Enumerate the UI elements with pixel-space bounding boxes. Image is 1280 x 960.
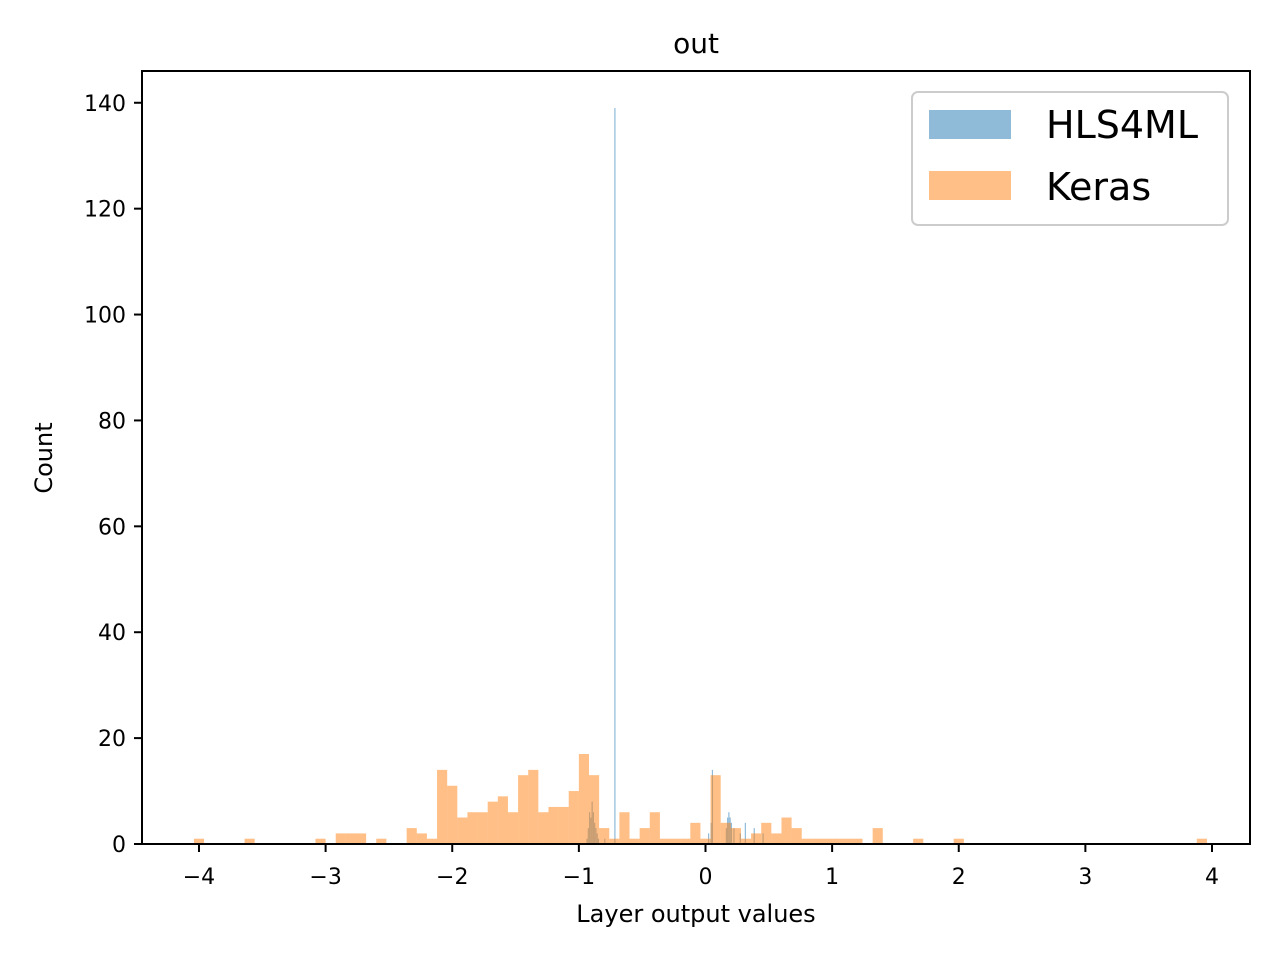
bar-keras-8 xyxy=(416,833,427,844)
bar-keras-28 xyxy=(619,812,630,844)
bar-keras-26 xyxy=(599,828,610,844)
y-tick-label: 20 xyxy=(98,727,126,752)
x-tick-label: −4 xyxy=(183,865,215,890)
legend-swatch-keras xyxy=(929,171,1011,200)
bar-keras-48 xyxy=(822,838,833,844)
bar-keras-54 xyxy=(953,838,964,844)
x-tick-label: 0 xyxy=(698,865,712,890)
x-tick-label: −3 xyxy=(309,865,341,890)
y-tick-label: 140 xyxy=(84,92,126,117)
bar-keras-49 xyxy=(832,838,843,844)
bar-keras-53 xyxy=(913,838,924,844)
bar-keras-31 xyxy=(649,812,660,844)
bar-keras-12 xyxy=(457,817,468,844)
bar-keras-2 xyxy=(315,838,326,844)
bar-keras-15 xyxy=(487,801,498,844)
bar-keras-50 xyxy=(842,838,853,844)
legend-label-keras: Keras xyxy=(1046,165,1151,209)
x-tick-label: −2 xyxy=(436,865,468,890)
bar-keras-41 xyxy=(751,833,762,844)
bar-keras-20 xyxy=(538,812,549,844)
bar-keras-9 xyxy=(426,838,438,844)
y-tick-label: 40 xyxy=(98,621,126,646)
bars-group xyxy=(193,108,1207,844)
bar-keras-23 xyxy=(568,791,579,844)
x-tick-label: −1 xyxy=(563,865,595,890)
x-tick-label: 1 xyxy=(825,865,839,890)
legend-label-hls4ml: HLS4ML xyxy=(1046,103,1198,147)
y-tick-label: 120 xyxy=(84,198,126,223)
bar-keras-5 xyxy=(356,833,367,844)
chart-title: out xyxy=(673,27,719,60)
bar-keras-43 xyxy=(771,833,782,844)
bar-keras-4 xyxy=(345,833,356,844)
bar-keras-13 xyxy=(467,812,478,844)
y-axis-ticks: 0 20 40 60 80 100 120 140 xyxy=(84,92,142,858)
bar-keras-3 xyxy=(335,833,346,844)
bar-keras-27 xyxy=(609,838,620,844)
bar-keras-38 xyxy=(720,822,731,844)
x-axis-ticks: −4 −3 −2 −1 0 1 2 3 4 xyxy=(183,844,1219,890)
y-tick-label: 80 xyxy=(98,409,126,434)
x-tick-label: 3 xyxy=(1078,865,1092,890)
bar-keras-33 xyxy=(670,838,681,844)
bar-keras-42 xyxy=(761,822,772,844)
legend: HLS4ML Keras xyxy=(911,91,1229,226)
y-tick-label: 60 xyxy=(98,515,126,540)
bar-keras-18 xyxy=(518,775,529,844)
y-axis-label: Count xyxy=(30,422,58,493)
bar-keras-37 xyxy=(710,775,721,844)
bar-keras-10 xyxy=(437,769,448,844)
bar-keras-25 xyxy=(589,775,600,844)
bar-keras-34 xyxy=(680,838,691,844)
bar-keras-29 xyxy=(629,838,640,844)
bar-keras-30 xyxy=(639,828,650,844)
bar-keras-55 xyxy=(1196,838,1207,844)
bar-keras-7 xyxy=(406,828,417,844)
bar-keras-19 xyxy=(528,769,539,844)
bar-keras-39 xyxy=(730,828,741,844)
x-axis-label: Layer output values xyxy=(576,900,815,928)
bar-keras-22 xyxy=(558,806,569,844)
bar-keras-24 xyxy=(578,753,589,844)
bar-keras-35 xyxy=(690,822,701,844)
y-tick-label: 100 xyxy=(84,304,126,329)
bar-hls4ml-11 xyxy=(614,108,616,844)
bar-keras-47 xyxy=(811,838,822,844)
bar-keras-51 xyxy=(852,838,863,844)
bar-keras-1 xyxy=(244,838,255,844)
bar-keras-36 xyxy=(700,838,711,844)
x-tick-label: 2 xyxy=(952,865,966,890)
bar-hls4ml-12 xyxy=(708,833,710,844)
bar-keras-52 xyxy=(872,828,883,844)
bar-keras-40 xyxy=(740,838,752,844)
x-tick-label: 4 xyxy=(1205,865,1219,890)
bar-keras-32 xyxy=(659,838,671,844)
bar-keras-21 xyxy=(548,806,559,844)
y-tick-label: 0 xyxy=(112,833,126,858)
bar-hls4ml-22 xyxy=(744,822,746,844)
bar-keras-17 xyxy=(507,812,519,844)
bar-keras-16 xyxy=(497,796,508,844)
bar-keras-0 xyxy=(193,838,205,844)
bar-keras-44 xyxy=(781,817,792,844)
legend-swatch-hls4ml xyxy=(929,110,1011,139)
bar-keras-46 xyxy=(801,838,812,844)
bar-keras-11 xyxy=(447,785,458,844)
bar-keras-45 xyxy=(791,828,802,844)
plot-frame xyxy=(141,70,1251,845)
bar-keras-14 xyxy=(477,812,488,844)
bar-keras-6 xyxy=(376,838,387,844)
